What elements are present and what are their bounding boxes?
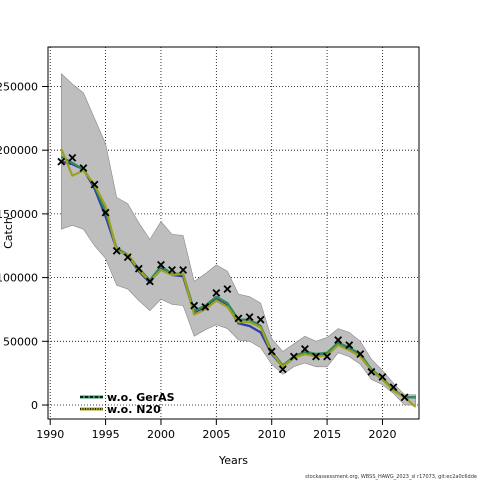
observed-point: [145, 277, 154, 286]
observed-point: [168, 266, 176, 274]
observed-point: [334, 336, 343, 344]
observed-point: [300, 344, 309, 353]
observed-point: [112, 246, 121, 255]
legend-label: w.o. GerAS: [107, 391, 175, 404]
observed-point: [367, 367, 376, 376]
observed-point: [134, 264, 143, 273]
series-line-3: [60, 148, 417, 408]
credit-note: stockassessment.org, WBSS_HAWG_2023_sl r…: [305, 474, 477, 480]
x-axis-title: Years: [218, 454, 248, 467]
observed-point: [400, 393, 409, 402]
observed-point: [356, 350, 365, 358]
x-tick-label: 2010: [258, 428, 286, 441]
x-tick-label: 2000: [147, 428, 175, 441]
observed-point: [312, 352, 320, 361]
y-tick-label: 0: [31, 399, 38, 412]
observed-point: [68, 153, 77, 162]
observed-point: [267, 347, 276, 356]
observed-point: [378, 373, 387, 381]
series-lines-layer: [60, 148, 417, 408]
x-tick-label: 1990: [36, 428, 64, 441]
x-tick-label: 1995: [92, 428, 120, 441]
observed-point: [123, 253, 132, 262]
y-tick-label: 250000: [0, 80, 38, 93]
y-axis-title: Catch: [2, 217, 15, 249]
confidence-band-layer: [60, 73, 416, 406]
observed-point: [179, 266, 188, 274]
y-tick-label: 100000: [0, 272, 38, 285]
confidence-band: [60, 73, 416, 406]
observed-point: [90, 180, 99, 189]
observed-point: [256, 315, 265, 324]
y-tick-label: 150000: [0, 208, 38, 221]
observed-point: [57, 157, 66, 166]
x-tick-label: 2005: [202, 428, 230, 441]
axes: 1990 1995 2000 2005 2010 2015 2020 0 50000 100000…: [0, 80, 396, 441]
series-line-2: [60, 155, 416, 399]
legend-label: w.o. N20: [107, 403, 161, 416]
observed-point: [157, 260, 165, 269]
plot-frame: [47, 46, 420, 420]
observed-point: [223, 285, 232, 293]
observed-point: [201, 302, 210, 311]
observed-point: [212, 288, 221, 297]
observed-point: [389, 383, 398, 392]
observed-catch-markers: [57, 153, 409, 402]
y-tick-label: 200000: [0, 144, 38, 157]
x-tick-label: 2020: [368, 428, 396, 441]
observed-point: [190, 301, 199, 310]
observed-point: [234, 314, 243, 323]
y-tick-label: 50000: [3, 335, 38, 348]
observed-point: [323, 352, 332, 361]
x-tick-label: 2015: [313, 428, 341, 441]
observed-point: [79, 164, 88, 172]
observed-point: [245, 313, 254, 322]
observed-point: [289, 352, 298, 361]
observed-point: [345, 341, 354, 350]
observed-point: [278, 365, 287, 374]
observed-point: [101, 208, 110, 217]
